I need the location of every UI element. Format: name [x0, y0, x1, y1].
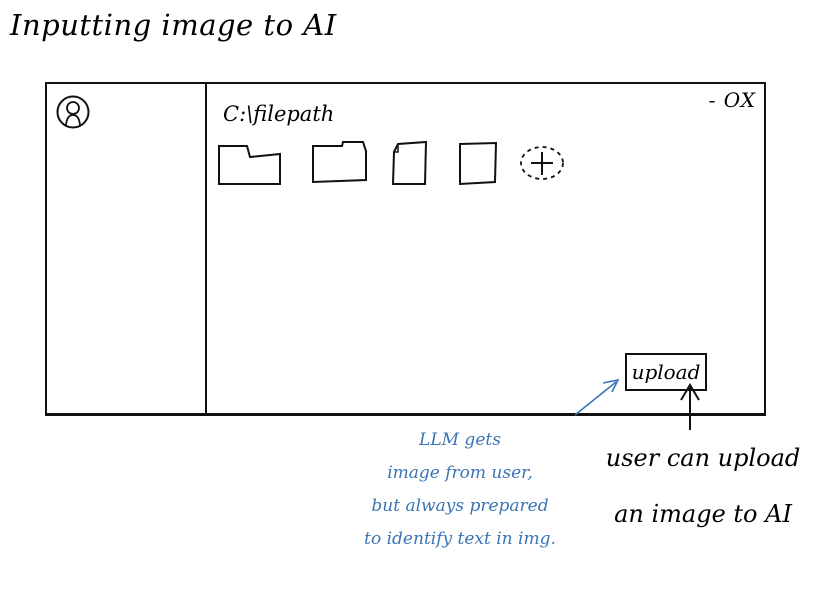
document-icon[interactable]: [390, 140, 430, 186]
app-window: - OX C:\filepath upload: [45, 82, 766, 416]
sidebar: [47, 84, 207, 413]
user-note-line-1: user can upload: [605, 444, 801, 472]
folder-icon[interactable]: [217, 140, 283, 186]
llm-note-line-1: LLM gets: [419, 430, 501, 450]
user-upload-note: user can upload an image to AI: [578, 430, 828, 542]
user-avatar-icon[interactable]: [56, 95, 90, 129]
llm-note-line-4: to identify text in img.: [364, 529, 556, 549]
add-file-icon[interactable]: [519, 144, 565, 184]
llm-note-line-3: but always prepared: [371, 496, 549, 516]
diagram-title: Inputting image to AI: [10, 8, 337, 42]
user-note-line-2: an image to AI: [614, 500, 792, 528]
upload-button[interactable]: upload: [625, 353, 707, 391]
window-controls[interactable]: - OX: [708, 88, 756, 112]
llm-note-line-2: image from user,: [387, 463, 533, 483]
llm-note: LLM gets image from user, but always pre…: [355, 424, 565, 556]
document-icon[interactable]: [456, 140, 500, 186]
folder-icon[interactable]: [311, 140, 369, 184]
main-panel: - OX C:\filepath upload: [207, 84, 764, 413]
filepath-label: C:\filepath: [223, 102, 335, 126]
